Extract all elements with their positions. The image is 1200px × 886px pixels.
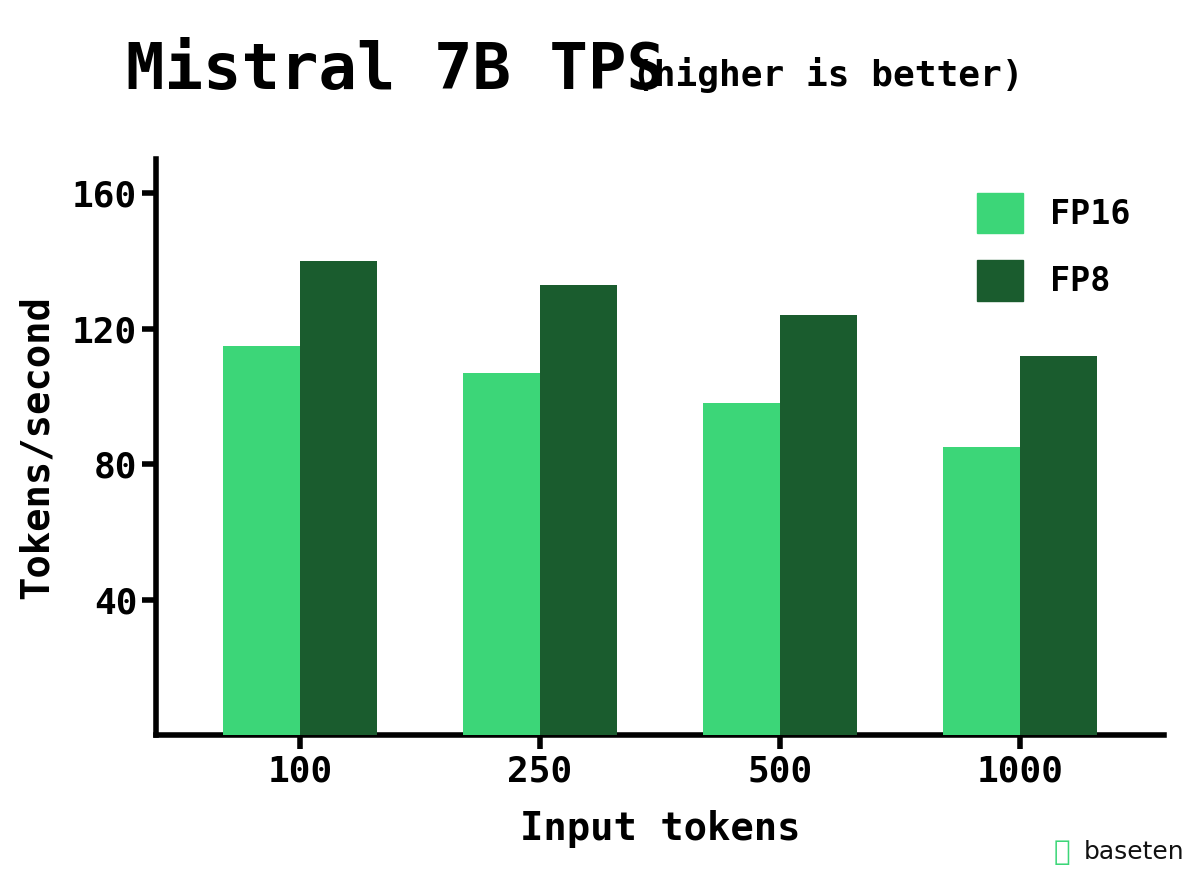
Bar [540, 284, 617, 735]
Bar [780, 315, 857, 735]
Bar [463, 373, 540, 735]
Bar [943, 447, 1020, 735]
Bar [223, 346, 300, 735]
Text: Ⓑ: Ⓑ [1054, 838, 1070, 867]
Legend: FP16, FP8: FP16, FP8 [960, 176, 1147, 317]
X-axis label: Input tokens: Input tokens [520, 811, 800, 849]
Text: Mistral 7B TPS: Mistral 7B TPS [126, 40, 666, 102]
Bar [1020, 356, 1097, 735]
Bar [703, 403, 780, 735]
Bar [300, 261, 377, 735]
Text: baseten: baseten [1084, 840, 1184, 865]
Text: (higher is better): (higher is better) [632, 58, 1024, 93]
Y-axis label: Tokens/second: Tokens/second [17, 296, 55, 599]
